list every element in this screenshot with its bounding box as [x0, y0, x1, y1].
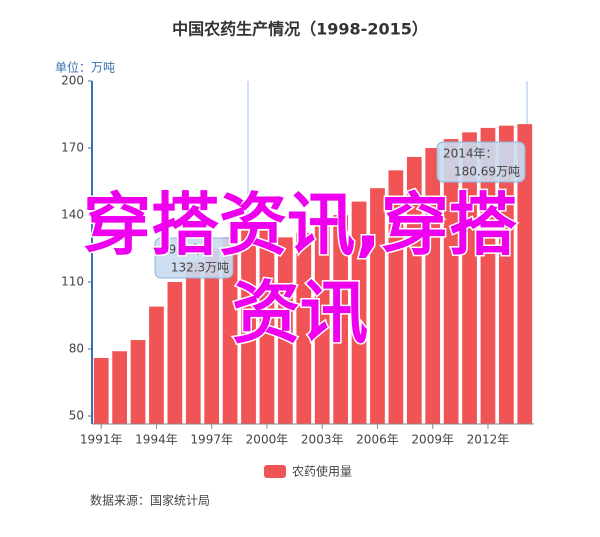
tooltip-text: 180.69万吨 [454, 165, 520, 179]
y-tick-label: 170 [61, 141, 84, 155]
bar [443, 139, 459, 425]
bar [185, 261, 201, 424]
watermark: 资讯 [232, 275, 368, 354]
x-tick-label: 2003年 [301, 433, 344, 447]
bar [333, 215, 348, 424]
bar [296, 232, 312, 424]
source: 数据来源：国家统计局 [90, 493, 210, 508]
bar [370, 188, 385, 424]
x-tick-label: 2000年 [246, 433, 289, 447]
chart-title: 中国农药生产情况（1998-2015） [172, 20, 428, 39]
bar [480, 127, 496, 425]
y-tick-label: 140 [61, 208, 84, 222]
tooltip-text: 132.3万吨 [171, 261, 229, 275]
bar [517, 124, 533, 424]
bar [462, 132, 477, 424]
x-tick-label: 1997年 [190, 433, 233, 447]
bar [388, 170, 404, 424]
x-tick-label: 1991年 [80, 433, 123, 447]
bar [278, 237, 293, 424]
bar [167, 282, 183, 424]
bar [222, 237, 238, 424]
bar [425, 148, 441, 424]
bar [499, 125, 514, 425]
legend-swatch [264, 465, 286, 478]
y-tick-label: 110 [61, 275, 84, 289]
x-tick-label: 2009年 [411, 433, 454, 447]
bar [259, 230, 275, 424]
x-tick-label: 2012年 [467, 433, 510, 447]
bar [93, 357, 109, 424]
y-tick-label: 80 [69, 342, 84, 356]
x-tick-label: 2006年 [356, 433, 399, 447]
bar [314, 226, 330, 424]
bar [112, 351, 127, 424]
bar [149, 306, 164, 424]
tooltip-title: 1999年： [161, 243, 216, 257]
y-tick-label: 200 [61, 74, 84, 88]
watermark: 穿搭资讯,穿搭 [83, 187, 517, 266]
x-tick-label: 1994年 [135, 433, 178, 447]
bar [241, 230, 256, 424]
bar [351, 201, 367, 424]
tooltip-box [154, 237, 234, 279]
legend-label: 农药使用量 [292, 464, 352, 479]
tooltip-box [436, 141, 526, 183]
bar [204, 248, 220, 424]
unit-label: 单位：万吨 [55, 60, 115, 75]
bar [130, 340, 146, 424]
y-tick-label: 50 [69, 409, 84, 423]
tooltip-title: 2014年： [443, 147, 498, 161]
bar [406, 156, 422, 424]
